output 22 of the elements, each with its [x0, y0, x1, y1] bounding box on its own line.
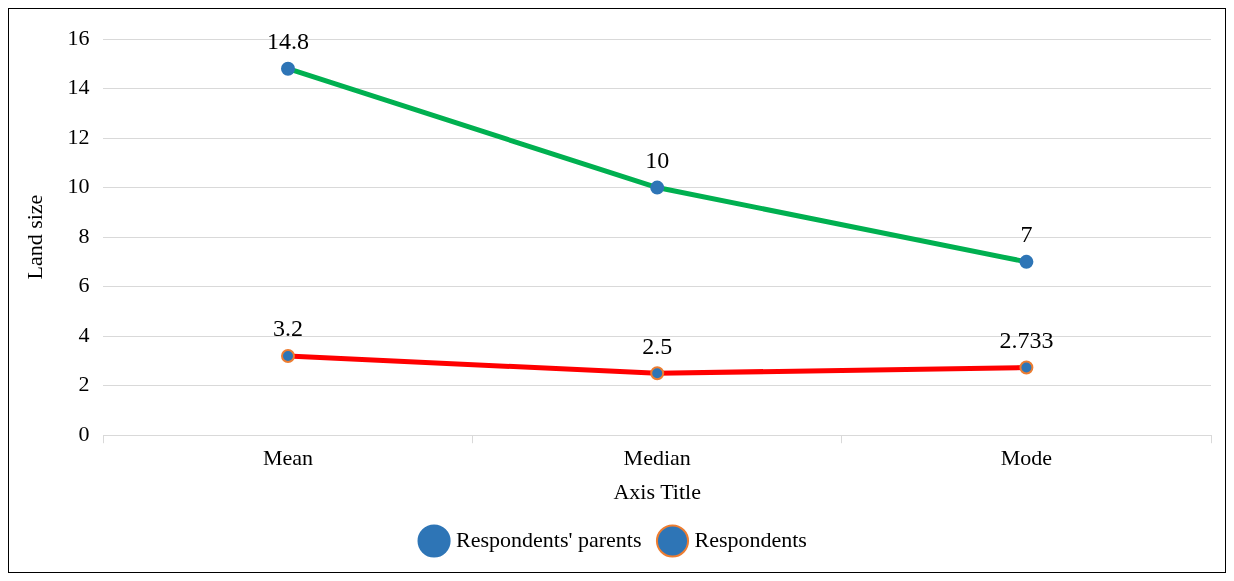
data-label: 3.2 [273, 315, 303, 342]
x-axis-title: Axis Title [613, 478, 701, 504]
x-tick-label: Mean [262, 445, 314, 471]
y-tick-label: 10 [67, 173, 90, 199]
y-axis-title: Land size [21, 194, 47, 280]
legend-label: Respondents' parents [456, 526, 642, 552]
data-label: 2.5 [642, 332, 673, 359]
data-label: 14.8 [267, 28, 309, 55]
y-tick-label: 4 [78, 321, 90, 347]
legend-label: Respondents [694, 526, 807, 552]
y-tick-label: 12 [67, 123, 90, 149]
y-tick-label: 2 [78, 371, 90, 397]
data-label: 10 [645, 146, 670, 173]
y-tick-label: 8 [78, 222, 90, 248]
y-tick-label: 0 [78, 420, 90, 446]
x-tick-label: Median [623, 445, 691, 471]
x-tick-label: Mode [1000, 445, 1053, 471]
data-label: 2.733 [999, 326, 1054, 353]
data-label: 7 [1020, 221, 1033, 248]
y-tick-label: 16 [67, 24, 90, 50]
y-tick-label: 6 [78, 272, 90, 298]
y-tick-label: 14 [67, 74, 90, 100]
